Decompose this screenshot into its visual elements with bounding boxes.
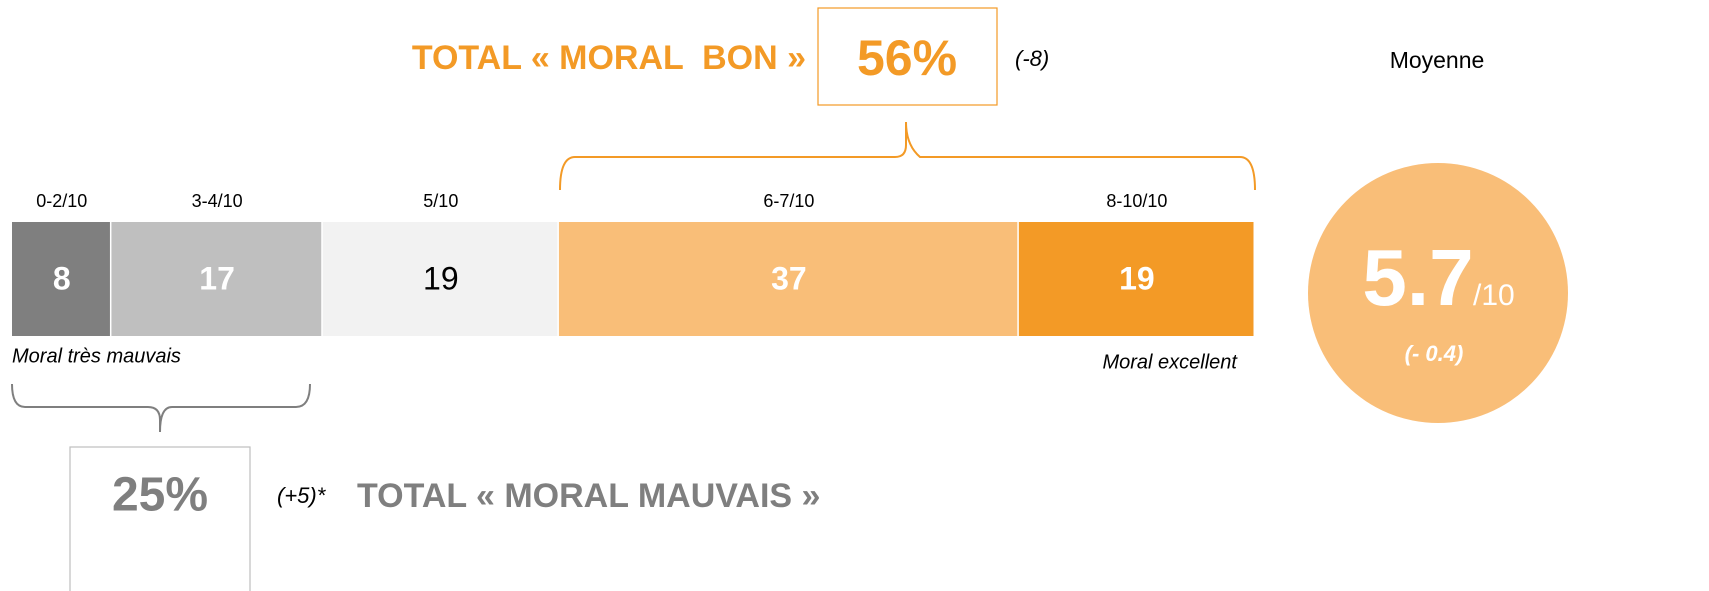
segment-name: 0-2/10 [36,191,87,211]
total-bad-value: 25% [112,469,208,522]
bar-segment [1018,222,1254,336]
segment-value: 19 [423,260,459,296]
total-good-box [817,7,998,106]
segment-value: 19 [1119,260,1155,296]
segment-value: 8 [53,260,71,296]
bar-segment [558,222,1018,336]
average-change: (- 0.4) [1405,341,1464,366]
segment-value: 17 [199,260,235,296]
segment-name: 5/10 [423,191,458,211]
average-value: 5.7 [1362,233,1473,322]
high-label: Moral excellent [1102,351,1238,373]
total-good-value: 56% [857,30,957,86]
average-circle [1308,163,1568,423]
segment-value: 37 [771,260,807,296]
bar-segment [322,222,558,336]
average-title: Moyenne [1390,47,1485,73]
segment-name: 8-10/10 [1106,191,1167,211]
total-bad-box [69,446,251,591]
segment-name: 6-7/10 [763,191,814,211]
bar-segment [12,222,110,336]
bar-segment [111,222,322,336]
low-label: Moral très mauvais [12,345,181,367]
brace-good [559,121,1256,191]
segment-name: 3-4/10 [192,191,243,211]
average-scale: /10 [1473,279,1515,312]
total-bad-change: (+5)* [277,483,327,508]
total-good-change: (-8) [1015,46,1049,71]
brace-bad [11,383,311,433]
total-bad-label: TOTAL « MORAL MAUVAIS » [357,477,820,515]
total-good-label: TOTAL « MORAL BON » [412,39,806,77]
